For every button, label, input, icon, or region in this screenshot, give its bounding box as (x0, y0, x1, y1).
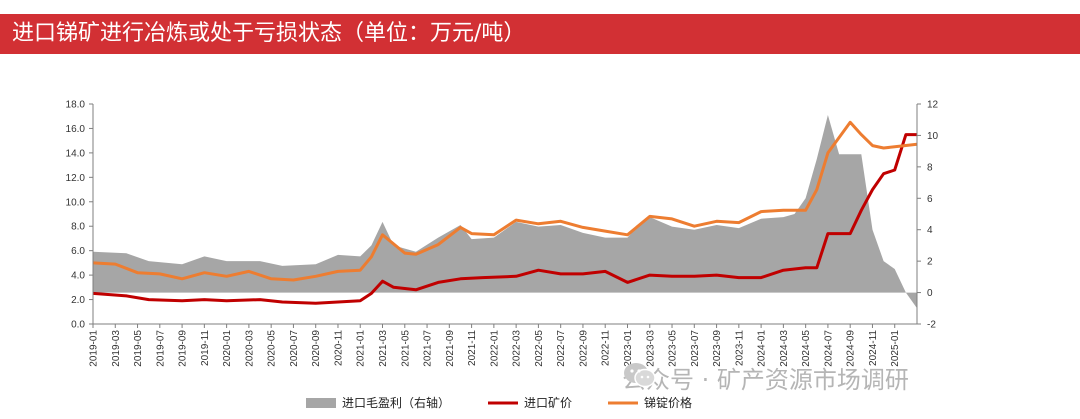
right-tick-label: 2 (927, 257, 933, 268)
x-tick-label: 2024-07 (823, 330, 834, 367)
x-tick-label: 2022-07 (556, 330, 567, 367)
x-tick-label: 2024-11 (868, 330, 879, 366)
left-tick-label: 8.0 (71, 222, 85, 233)
legend-gross-profit-label: 进口毛盈利（右轴） (342, 395, 450, 410)
x-tick-label: 2022-03 (512, 330, 523, 367)
watermark-text: 公众号 · 矿产资源市场调研 (622, 365, 909, 394)
x-tick-label: 2020-09 (311, 330, 322, 367)
line-ingot-price (92, 120, 918, 282)
right-tick-label: 8 (927, 162, 933, 173)
x-tick-label: 2020-03 (244, 330, 255, 367)
x-tick-label: 2021-11 (467, 330, 478, 366)
left-tick-label: 12.0 (66, 173, 86, 184)
legend-ore-price-label: 进口矿价 (524, 396, 572, 410)
wechat-icon (624, 363, 656, 388)
x-tick-label: 2020-07 (289, 330, 300, 367)
legend-gross-profit-swatch (306, 398, 336, 408)
left-tick-label: 10.0 (66, 197, 86, 208)
x-tick-label: 2023-05 (668, 330, 679, 367)
x-tick-label: 2023-11 (734, 330, 745, 366)
x-tick-label: 2022-11 (601, 330, 612, 366)
chart-title: 进口锑矿进行冶炼或处于亏损状态（单位：万元/吨） (12, 21, 526, 46)
x-tick-label: 2019-03 (111, 330, 122, 367)
x-tick-label: 2021-09 (445, 330, 456, 367)
x-tick-label: 2020-11 (333, 330, 344, 366)
right-tick-label: 0 (927, 288, 933, 299)
legend-ingot-price-label: 锑锭价格 (644, 395, 692, 410)
left-tick-label: 14.0 (66, 148, 86, 159)
right-tick-label: 12 (927, 100, 939, 111)
x-tick-label: 2022-05 (534, 330, 545, 367)
left-tick-label: 6.0 (71, 246, 85, 257)
x-tick-label: 2023-07 (690, 330, 701, 367)
x-tick-label: 2024-05 (801, 330, 812, 367)
left-tick-label: 2.0 (71, 295, 85, 306)
x-tick-label: 2021-01 (356, 330, 367, 367)
x-tick-label: 2019-07 (155, 330, 166, 367)
right-tick-label: 4 (927, 225, 933, 236)
x-tick-label: 2024-01 (757, 330, 768, 367)
x-tick-label: 2021-07 (423, 330, 434, 367)
x-tick-label: 2023-09 (712, 330, 723, 367)
area-gross-profit (93, 115, 917, 309)
right-tick-label: -2 (927, 320, 936, 331)
left-tick-label: 16.0 (66, 124, 86, 135)
right-tick-label: 10 (927, 131, 939, 142)
left-tick-label: 18.0 (66, 100, 86, 111)
x-tick-label: 2020-05 (267, 330, 278, 367)
watermark: 公众号 · 矿产资源市场调研 (622, 360, 909, 394)
x-tick-label: 2025-01 (890, 330, 901, 367)
x-tick-label: 2021-03 (378, 330, 389, 367)
x-tick-label: 2022-09 (578, 330, 589, 367)
x-tick-label: 2019-01 (89, 330, 100, 367)
x-tick-label: 2019-09 (178, 330, 189, 367)
left-tick-label: 4.0 (71, 271, 85, 282)
x-tick-label: 2024-09 (846, 330, 857, 367)
x-tick-label: 2019-05 (133, 330, 144, 367)
x-tick-label: 2020-01 (222, 330, 233, 367)
x-tick-label: 2019-11 (200, 330, 211, 366)
x-tick-label: 2024-03 (779, 330, 790, 367)
right-tick-label: 6 (927, 194, 933, 205)
x-tick-label: 2021-05 (400, 330, 411, 367)
title-banner: 进口锑矿进行冶炼或处于亏损状态（单位：万元/吨） (0, 14, 1080, 54)
x-tick-label: 2023-03 (645, 330, 656, 367)
left-tick-label: 0.0 (71, 320, 85, 331)
x-tick-label: 2023-01 (623, 330, 634, 367)
x-tick-label: 2022-01 (489, 330, 500, 367)
line-ore-price (92, 133, 917, 305)
